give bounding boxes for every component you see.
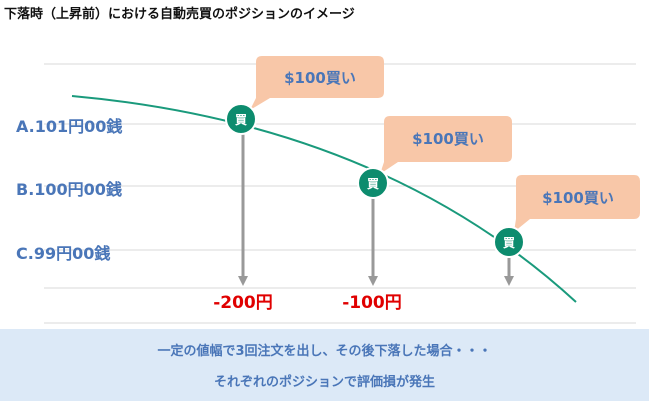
arrow-head: [504, 276, 514, 286]
arrow-head: [368, 276, 378, 286]
level-label-a: A.101円00銭: [16, 117, 122, 136]
bubble-label: $100買い: [284, 69, 356, 87]
bubble-label: $100買い: [412, 130, 484, 148]
position-diagram: A.101円00銭 B.100円00銭 C.99円00銭 $100買い $100…: [16, 56, 640, 324]
level-label-b: B.100円00銭: [16, 180, 122, 199]
bubble-2: $100買い: [380, 116, 512, 174]
bubble-label: $100買い: [542, 189, 614, 207]
bubble-3: $100買い: [514, 175, 640, 232]
loss-label-1: -200円: [213, 293, 273, 313]
summary-line-2: それぞれのポジションで評価損が発生: [213, 375, 435, 390]
bubble-1: $100買い: [250, 56, 384, 110]
loss-arrows: [238, 134, 514, 286]
arrow-head: [238, 276, 248, 286]
buy-marker-label: 買: [367, 177, 379, 191]
price-curve: [71, 95, 577, 303]
summary-box: 一定の値幅で3回注文を出し、その後下落した場合・・・ それぞれのポジションで評価…: [0, 329, 649, 401]
buy-marker-label: 買: [503, 236, 515, 250]
buy-marker-2: 買: [357, 167, 389, 199]
buy-marker-1: 買: [225, 103, 257, 135]
diagram-title: 下落時（上昇前）における自動売買のポジションのイメージ: [4, 7, 355, 22]
buy-marker-3: 買: [493, 226, 525, 258]
loss-label-2: -100円: [342, 293, 402, 313]
level-label-c: C.99円00銭: [16, 244, 110, 263]
buy-marker-label: 買: [235, 113, 247, 127]
summary-line-1: 一定の値幅で3回注文を出し、その後下落した場合・・・: [157, 344, 492, 359]
